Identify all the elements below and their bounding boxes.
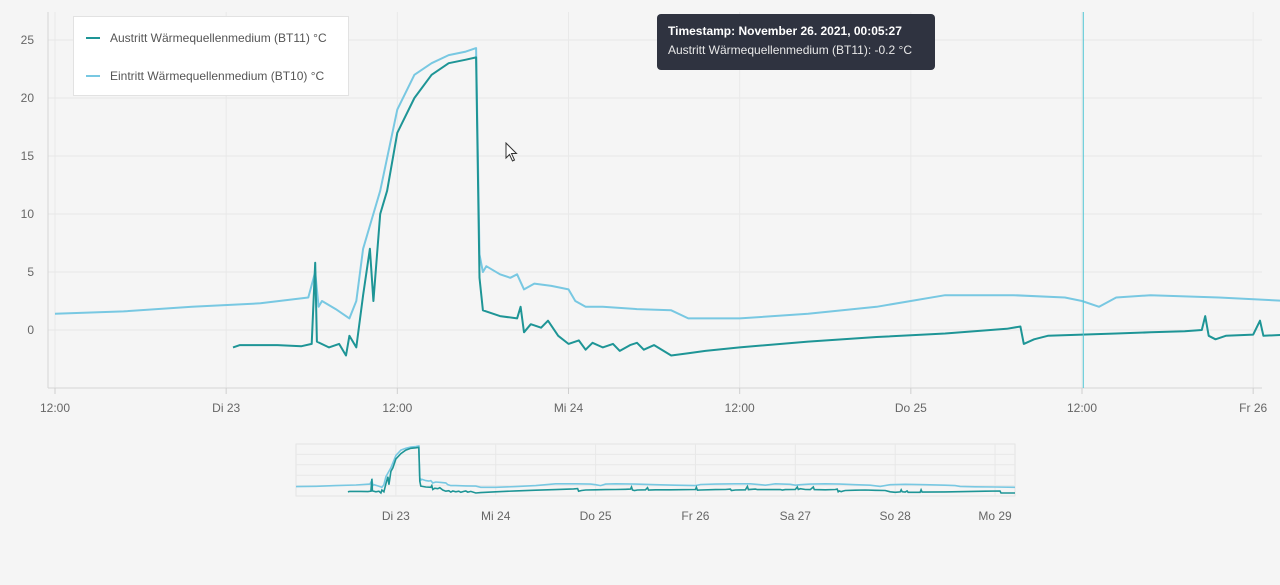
y-tick-label: 10 bbox=[21, 207, 35, 221]
x-tick-label: 12:00 bbox=[1067, 401, 1097, 415]
y-tick-label: 15 bbox=[21, 149, 35, 163]
mouse-pointer-icon bbox=[505, 142, 518, 162]
y-tick-label: 5 bbox=[27, 265, 34, 279]
x-tick-label: Mi 24 bbox=[554, 401, 584, 415]
grid-lines bbox=[47, 12, 1262, 389]
y-axis: 0 5 10 15 20 25 bbox=[21, 33, 35, 337]
x-axis: 12:00 Di 23 12:00 Mi 24 12:00 Do 25 12:00 Fr 26… bbox=[40, 388, 1267, 415]
legend-label-bt11: Austritt Wärmequellenmedium (BT11) °C bbox=[110, 31, 327, 45]
navigator-tick-label: Do 25 bbox=[580, 509, 612, 523]
x-tick-label: Di 23 bbox=[212, 401, 240, 415]
y-tick-label: 25 bbox=[21, 33, 35, 47]
navigator-tick-label: Di 23 bbox=[382, 509, 410, 523]
navigator-series-0 bbox=[347, 446, 1015, 495]
legend-label-bt10: Eintritt Wärmequellenmedium (BT10) °C bbox=[110, 69, 325, 83]
legend-swatch-bt11 bbox=[86, 37, 100, 39]
navigator[interactable]: Di 23 Mi 24 Do 25 Fr 26 Sa 27 So 28 Mo 29 bbox=[295, 443, 1016, 523]
series-lines bbox=[54, 47, 1280, 357]
navigator-tick-label: Mi 24 bbox=[481, 509, 511, 523]
tooltip-title: Timestamp: November 26. 2021, 00:05:27 bbox=[668, 24, 902, 38]
tooltip: Timestamp: November 26. 2021, 00:05:27 A… bbox=[657, 14, 935, 70]
x-tick-label: 12:00 bbox=[382, 401, 412, 415]
series-line-0 bbox=[232, 56, 1280, 357]
legend-item-bt10[interactable]: Eintritt Wärmequellenmedium (BT10) °C bbox=[86, 69, 324, 83]
navigator-tick-label: Mo 29 bbox=[978, 509, 1012, 523]
navigator-series-1 bbox=[295, 445, 1016, 489]
y-tick-label: 0 bbox=[27, 323, 34, 337]
legend: Austritt Wärmequellenmedium (BT11) °C Ei… bbox=[73, 16, 349, 96]
navigator-tick-label: Sa 27 bbox=[780, 509, 812, 523]
legend-item-bt11[interactable]: Austritt Wärmequellenmedium (BT11) °C bbox=[86, 31, 327, 45]
x-tick-label: 12:00 bbox=[725, 401, 755, 415]
tooltip-value: Austritt Wärmequellenmedium (BT11): -0.2… bbox=[668, 43, 912, 57]
y-tick-label: 20 bbox=[21, 91, 35, 105]
x-tick-label: Do 25 bbox=[895, 401, 927, 415]
navigator-tick-label: So 28 bbox=[879, 509, 911, 523]
x-tick-label: Fr 26 bbox=[1239, 401, 1267, 415]
x-tick-label: 12:00 bbox=[40, 401, 70, 415]
legend-swatch-bt10 bbox=[86, 75, 100, 77]
navigator-tick-label: Fr 26 bbox=[681, 509, 709, 523]
series-line-1 bbox=[54, 47, 1280, 320]
